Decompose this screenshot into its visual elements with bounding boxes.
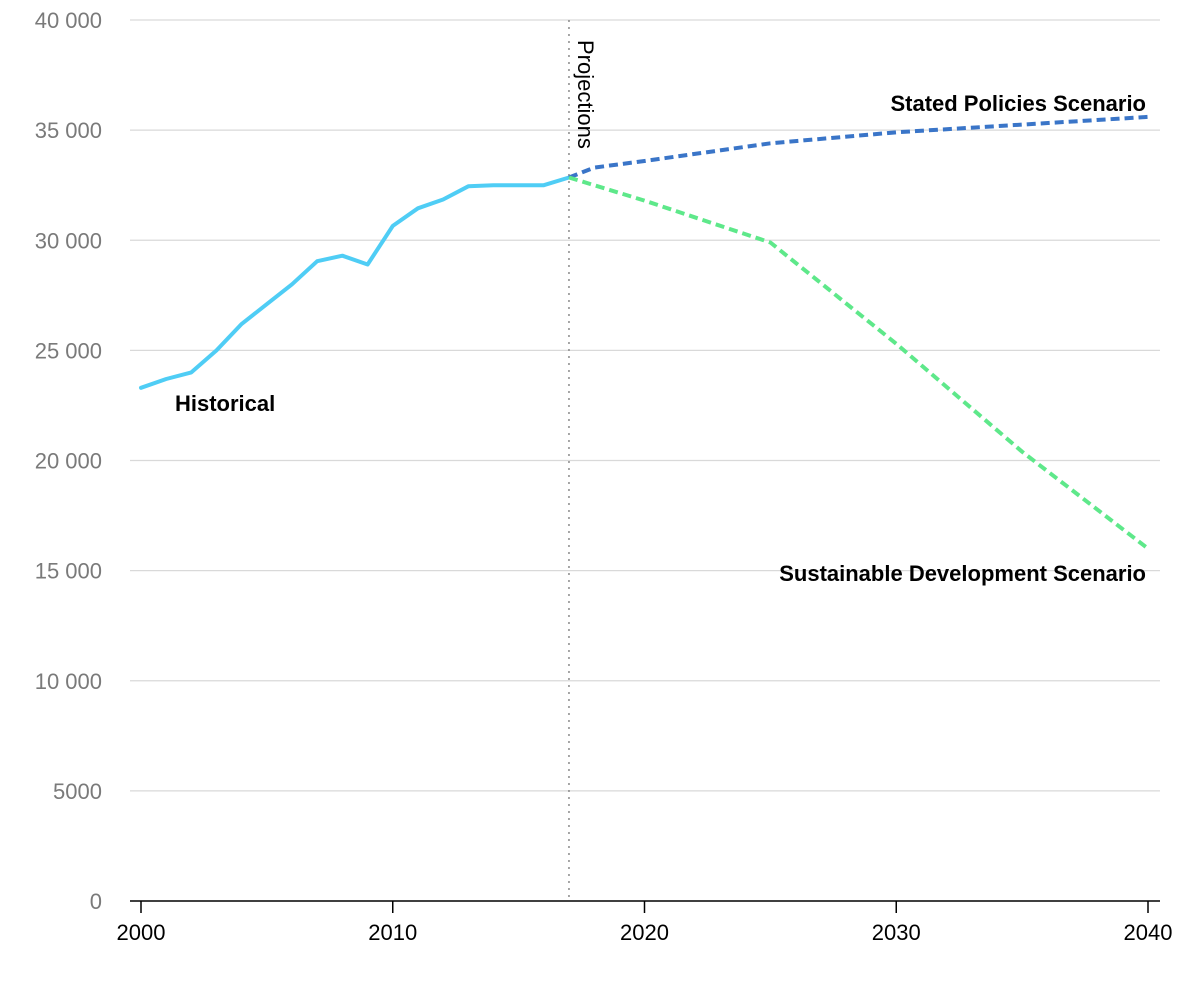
x-tick-label: 2040	[1124, 920, 1173, 945]
series-label-stated-policies: Stated Policies Scenario	[890, 91, 1146, 116]
projection-label: Projections	[573, 40, 598, 149]
x-tick-label: 2020	[620, 920, 669, 945]
series-lines	[139, 114, 1150, 551]
x-tick-label: 2010	[368, 920, 417, 945]
y-tick-label: 25 000	[35, 338, 102, 363]
series-label-historical: Historical	[175, 391, 275, 416]
y-tick-label: 30 000	[35, 228, 102, 253]
y-tick-label: 5000	[53, 779, 102, 804]
projection-marker: Projections	[568, 20, 598, 901]
series-labels: Historical Stated Policies Scenario Sust…	[175, 91, 1146, 586]
y-tick-label: 10 000	[35, 669, 102, 694]
y-tick-label: 15 000	[35, 559, 102, 584]
y-tick-label: 20 000	[35, 449, 102, 474]
series-label-sustainable-development: Sustainable Development Scenario	[779, 561, 1146, 586]
x-tick-label: 2000	[117, 920, 166, 945]
y-tick-label: 40 000	[35, 8, 102, 33]
y-tick-label: 0	[90, 889, 102, 914]
x-tick-label: 2030	[872, 920, 921, 945]
series-line-1	[568, 114, 1149, 180]
y-tick-label: 35 000	[35, 118, 102, 143]
series-line-2	[568, 175, 1150, 551]
y-axis-ticks: 0 5000 10 000 15 000 20 000 25 000 30 000 35 00…	[35, 8, 102, 914]
series-line-0	[139, 175, 571, 390]
gridlines	[130, 19, 1160, 792]
x-axis: 2000 2010 2020 2030 2040	[117, 900, 1173, 945]
